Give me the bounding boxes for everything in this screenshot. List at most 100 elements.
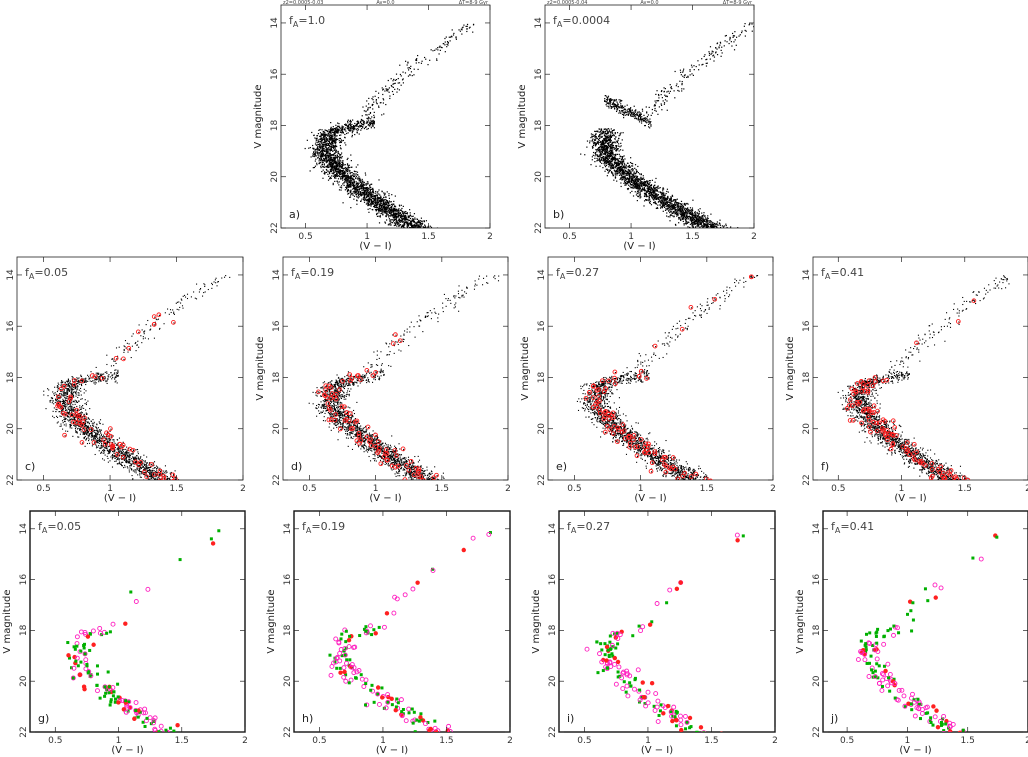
data-point [322,138,324,141]
data-point [339,129,341,131]
data-point [630,172,632,174]
data-point [333,156,335,159]
data-point [428,230,429,231]
data-point [369,112,372,114]
data-point [323,166,325,168]
data-point [329,145,331,147]
data-point [670,206,672,208]
data-point [338,134,341,136]
data-point [367,192,370,194]
data-point [334,180,336,182]
data-point [426,226,428,228]
data-point [365,188,367,190]
data-point [707,221,709,223]
data-point [400,217,402,219]
data-point [701,218,703,220]
data-point [390,205,392,208]
data-point [614,166,616,168]
data-point [368,198,370,200]
data-point [363,184,365,186]
data-point [645,191,647,193]
data-point [416,229,417,230]
data-point [611,142,613,144]
data-point [636,188,638,190]
data-point [323,153,325,155]
data-point [600,159,602,161]
data-point [365,198,367,201]
data-point [691,218,693,221]
data-point [685,203,687,205]
data-point [637,180,640,182]
data-point [395,216,397,218]
data-point [355,175,357,177]
data-point [367,202,370,205]
data-point [669,198,671,200]
data-point [323,133,326,135]
data-point [325,171,328,174]
data-point [329,154,331,156]
data-point [715,231,716,232]
data-point [409,74,411,76]
data-point [347,127,350,130]
data-point [389,209,392,212]
data-point [620,169,623,171]
data-point [698,215,700,218]
data-point [376,213,378,216]
data-point [350,182,352,184]
data-point [626,178,628,180]
data-point [669,199,672,201]
data-point [341,160,343,162]
data-point [624,170,626,172]
data-point [652,186,655,188]
data-point [680,203,682,206]
data-point [328,157,330,159]
data-point [439,49,441,51]
data-point [353,182,356,184]
data-point [603,141,605,143]
data-point [696,220,699,222]
data-point [599,135,601,137]
data-point [591,159,593,161]
data-point [628,174,630,176]
data-point [363,191,365,193]
data-point [656,206,658,209]
data-point [686,217,688,220]
data-point [609,144,612,146]
data-point [372,121,374,124]
data-point [359,180,362,182]
data-point [371,97,373,100]
data-point [598,135,600,137]
data-point [409,209,411,211]
data-point [711,232,712,233]
data-point [338,189,341,191]
data-point [624,158,626,160]
data-point [360,200,362,203]
data-point [685,221,687,223]
data-point [717,233,718,234]
data-point [651,179,653,181]
data-point [610,155,612,158]
data-point [707,230,708,231]
data-point [416,224,418,226]
data-point [377,97,380,99]
data-point [378,105,380,107]
data-point [619,155,621,157]
data-point [347,125,350,127]
data-point [372,200,374,202]
data-point [335,162,338,164]
data-point [376,203,378,206]
data-point [395,208,397,211]
data-point [389,95,391,97]
data-point [717,231,718,232]
data-point [406,233,407,234]
data-point [336,156,339,158]
data-point [395,210,398,212]
data-point [354,174,356,176]
data-point [722,230,723,231]
data-point [331,146,333,148]
data-point [629,171,632,173]
data-point [630,172,632,174]
data-point [616,132,619,134]
data-point [386,207,388,209]
data-point [606,128,608,130]
